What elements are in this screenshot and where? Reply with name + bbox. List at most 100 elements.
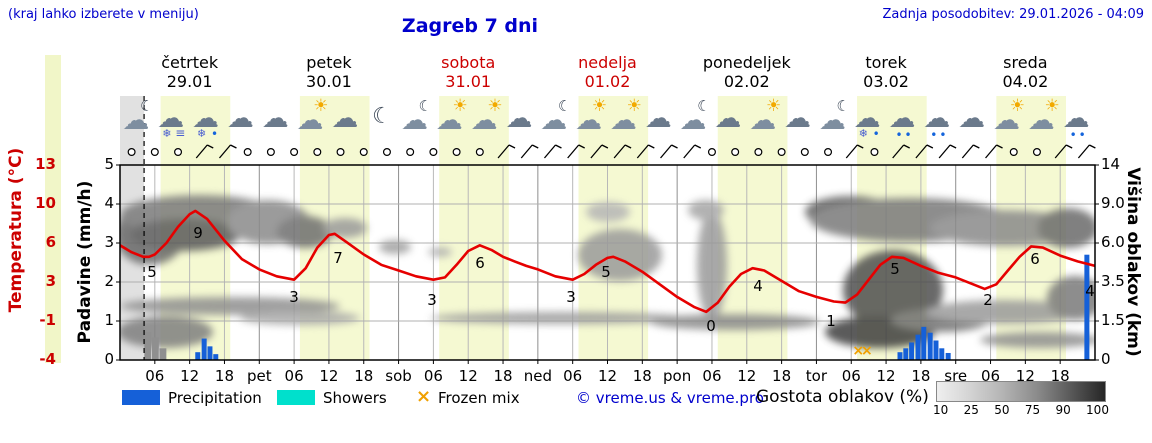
precip-bar — [915, 334, 921, 360]
cloud-icon: ☁ — [224, 98, 260, 140]
icon-glyph: •• — [895, 128, 914, 142]
x-tick-06: 06 — [423, 367, 443, 385]
cloud-density-tick: 75 — [1024, 403, 1041, 417]
precip-tick: 3 — [104, 233, 114, 251]
x-tick-ned: ned — [523, 367, 552, 385]
icon-glyph: ☀ — [591, 96, 608, 116]
icon-glyph: ☁ — [958, 103, 986, 134]
day-name: četrtek — [161, 53, 219, 72]
showers-label: Showers — [323, 389, 387, 407]
cloud-icon: ☁ — [328, 98, 364, 140]
icon-glyph: ☀ — [1044, 96, 1060, 116]
snow-cloud-icon: ☁ ❄ ≡ — [154, 98, 190, 140]
precip-bar — [927, 332, 933, 360]
precip-tick: 4 — [104, 194, 114, 212]
x-tick-12: 12 — [1015, 367, 1035, 385]
x-tick-sre: sre — [944, 367, 968, 385]
temp-axis-strip — [45, 55, 61, 363]
icon-glyph: ☀ — [626, 96, 642, 116]
precip-bar — [921, 326, 927, 360]
icon-glyph: • — [872, 127, 880, 141]
cloud-height-tick: 6.0 — [1101, 233, 1125, 251]
sun-cloud-icon: ☀ ☁ — [294, 98, 330, 140]
icon-glyph: •• — [930, 128, 949, 142]
icon-glyph: ☁ — [122, 105, 150, 136]
icon-glyph: ☁ — [992, 105, 1020, 136]
icon-glyph: ☀ — [487, 96, 503, 116]
icon-glyph: ☁ — [296, 105, 324, 136]
icon-glyph: ☁ — [1027, 105, 1055, 136]
cloud-icon: ☁ — [781, 98, 817, 140]
temp-tick: -1 — [39, 311, 56, 329]
precipitation-swatch — [122, 390, 160, 405]
moon-cloud-icon: ☾ ☁ — [677, 98, 713, 140]
icon-glyph: ☾ — [139, 97, 154, 115]
sleet-cloud-icon: ☁ ❄ • — [189, 98, 225, 140]
day-date: 31.01 — [445, 72, 492, 91]
icon-glyph: ☀ — [1009, 96, 1025, 116]
icon-glyph: ☁ — [400, 105, 428, 136]
cloud-height-tick: 0 — [1101, 350, 1111, 368]
temp-tick: 13 — [35, 155, 56, 173]
icon-glyph: ☁ — [679, 105, 707, 136]
x-tick-18: 18 — [911, 367, 931, 385]
precip-bar — [897, 352, 903, 360]
sleet-cloud-icon: ☁ ❄ • — [851, 98, 887, 140]
sun-cloud-icon: ☀ ☁ — [468, 98, 504, 140]
day-header-ponedeljek: ponedeljek 02.02 — [677, 53, 817, 91]
icon-glyph: ☁ — [749, 105, 777, 136]
cloud-height-tick: 1.5 — [1101, 311, 1125, 329]
cloud-height-tick: 9.0 — [1101, 194, 1125, 212]
x-tick-06: 06 — [284, 367, 304, 385]
day-date: 30.01 — [306, 72, 352, 91]
x-tick-sob: sob — [385, 367, 412, 385]
precip-bar — [939, 348, 945, 360]
day-header-četrtek: četrtek 29.01 — [120, 53, 260, 91]
day-date: 01.02 — [584, 72, 631, 91]
day-date: 29.01 — [166, 72, 213, 91]
cloud-icon: ☁ — [955, 98, 991, 140]
x-tick-18: 18 — [214, 367, 234, 385]
sun-cloud-icon: ☀ ☁ — [433, 98, 469, 140]
precip-bar — [903, 348, 909, 360]
x-tick-pet: pet — [246, 367, 272, 385]
moon-cloud-icon: ☾ ☁ — [537, 98, 573, 140]
temp-tick: 3 — [45, 272, 56, 290]
cloud-density-tick: 100 — [1086, 403, 1109, 417]
day-name: ponedeljek — [702, 53, 791, 72]
precip-tick: 1 — [104, 311, 114, 329]
icon-glyph: ☾ — [697, 97, 711, 115]
moon-cloud-icon: ☾ ☁ — [119, 98, 155, 140]
day-name: sreda — [1003, 53, 1048, 72]
past-precip-bar — [151, 337, 159, 360]
precip-bar — [933, 340, 939, 360]
cloud-density-gradient — [936, 381, 1106, 402]
moon-cloud-icon: ☾ ☁ — [816, 98, 852, 140]
moon-cloud-icon: ☾ ☁ — [398, 98, 434, 140]
past-precip-bar — [144, 331, 152, 360]
cloud-density-ticks: 10 25 50 75 90 100 — [933, 403, 1109, 417]
precip-bar — [213, 354, 219, 360]
icon-glyph: ☾ — [372, 104, 392, 129]
cloud-icon: ☁ — [711, 98, 747, 140]
icon-glyph: ☾ — [557, 97, 572, 115]
temp-tick: -4 — [39, 350, 56, 368]
icon-glyph: ☁ — [505, 103, 533, 134]
temp-tick: 10 — [35, 194, 56, 212]
day-header-torek: torek 03.02 — [816, 53, 956, 91]
icon-glyph: ☁ — [609, 105, 637, 136]
page-title: Zagreb 7 dni — [401, 15, 539, 37]
x-tick-18: 18 — [772, 367, 792, 385]
icon-glyph: ☁ — [888, 103, 916, 134]
day-date: 04.02 — [1002, 72, 1049, 91]
day-name: petek — [306, 53, 352, 72]
x-tick-12: 12 — [458, 367, 478, 385]
rain-cloud-icon: ☁ •• — [920, 98, 956, 142]
x-tick-18: 18 — [632, 367, 652, 385]
icon-glyph: ☀ — [765, 96, 782, 116]
past-precip-bar — [159, 348, 167, 360]
x-tick-12: 12 — [597, 367, 618, 385]
credit-link[interactable]: © vreme.us & vreme.pro — [576, 389, 764, 407]
icon-glyph: ❄ — [197, 127, 207, 140]
